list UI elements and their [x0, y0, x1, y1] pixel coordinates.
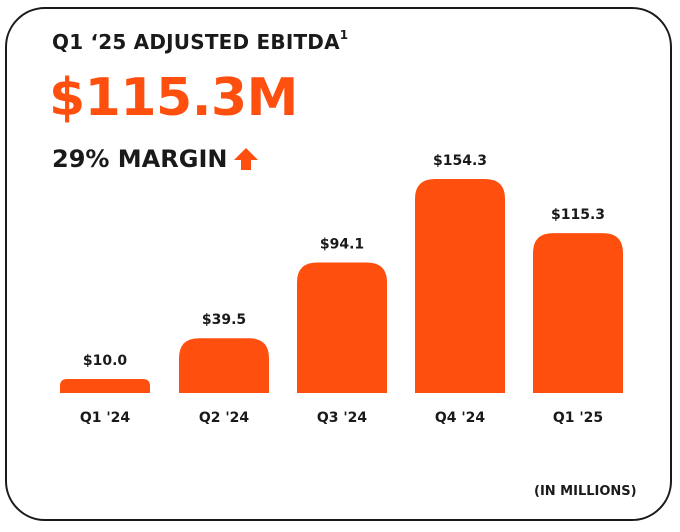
chart-title: Q1 ‘25 ADJUSTED EBITDA1	[52, 28, 349, 54]
bar-2	[297, 262, 387, 393]
unit-note: (IN MILLIONS)	[534, 484, 637, 499]
x-tick-label-1: Q2 '24	[199, 410, 250, 426]
headline-value: $115.3M	[49, 68, 298, 128]
data-label-0: $10.0	[83, 353, 128, 369]
margin-row: 29% MARGIN	[52, 143, 259, 175]
data-label-3: $154.3	[433, 153, 487, 169]
data-label-1: $39.5	[202, 312, 246, 328]
arrow-up-icon	[234, 148, 259, 170]
bar-3	[415, 179, 505, 393]
data-label-2: $94.1	[320, 236, 364, 252]
x-tick-label-3: Q4 '24	[435, 410, 486, 426]
bar-0	[60, 379, 150, 393]
bar-4	[533, 233, 623, 393]
margin-label: 29% MARGIN	[52, 145, 228, 173]
x-tick-label-0: Q1 '24	[80, 410, 131, 426]
title-text: Q1 ‘25 ADJUSTED EBITDA	[52, 30, 340, 54]
x-tick-label-2: Q3 '24	[317, 410, 368, 426]
x-tick-label-4: Q1 '25	[553, 410, 603, 426]
data-label-4: $115.3	[551, 207, 605, 223]
bar-1	[179, 338, 269, 393]
footnote-marker: 1	[339, 28, 349, 43]
